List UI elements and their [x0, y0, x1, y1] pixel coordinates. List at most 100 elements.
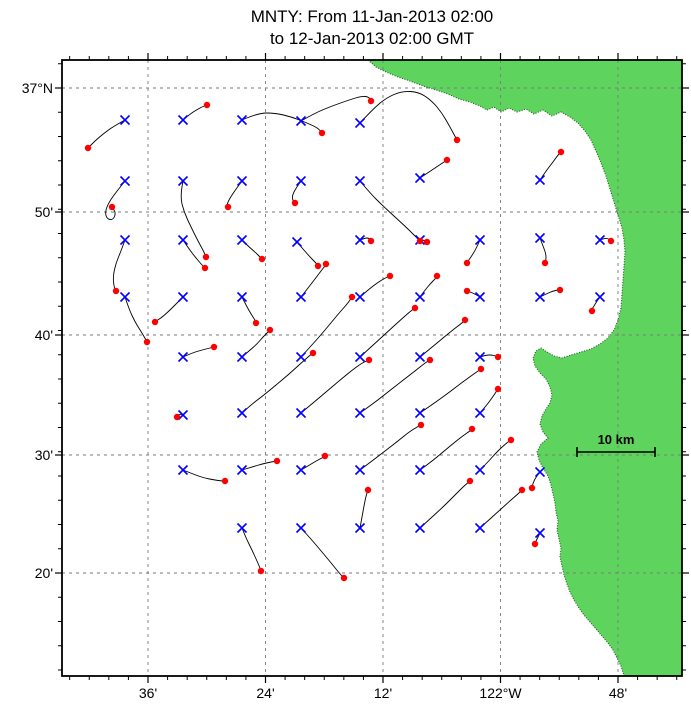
- start-marker-x: [414, 407, 426, 419]
- trajectory-path: [112, 239, 126, 292]
- end-marker-dot: [461, 316, 469, 324]
- end-marker-dot: [84, 144, 92, 152]
- start-marker-x: [177, 291, 189, 303]
- end-marker-dot: [318, 129, 326, 137]
- trajectory-path: [241, 527, 262, 572]
- trajectory-path: [359, 489, 369, 529]
- start-marker-x: [119, 234, 131, 246]
- start-marker-x: [474, 464, 486, 476]
- trajectory-path: [359, 275, 391, 298]
- end-marker-dot: [210, 343, 218, 351]
- start-marker-x: [534, 527, 546, 539]
- end-marker-dot: [143, 338, 151, 346]
- end-marker-dot: [202, 253, 210, 261]
- start-marker-x: [354, 175, 366, 187]
- trajectory-path: [359, 307, 416, 358]
- x-tick-label: 122°W: [479, 685, 522, 701]
- end-marker-dot: [453, 136, 461, 144]
- end-marker-dot: [531, 540, 539, 548]
- end-marker-dot: [314, 262, 322, 270]
- start-marker-x: [236, 175, 248, 187]
- start-marker-x: [295, 522, 307, 534]
- start-marker-x: [534, 232, 546, 244]
- end-marker-dot: [257, 567, 265, 575]
- y-tick-label: 37°N: [22, 80, 53, 96]
- end-marker-dot: [541, 259, 549, 267]
- plot-title-line1: MNTY: From 11-Jan-2013 02:00: [250, 7, 494, 26]
- y-tick-label: 40': [35, 327, 53, 343]
- start-marker-x: [236, 407, 248, 419]
- start-marker-x: [295, 115, 307, 127]
- start-marker-x: [295, 175, 307, 187]
- trajectory-path: [300, 359, 370, 414]
- start-marker-x: [236, 291, 248, 303]
- land-layer: [366, 59, 683, 677]
- x-tick-label: 36': [139, 685, 157, 701]
- trajectory-path: [419, 159, 448, 179]
- start-marker-x: [534, 466, 546, 478]
- end-marker-dot: [322, 260, 330, 268]
- end-marker-dot: [463, 259, 471, 267]
- start-marker-x: [177, 175, 189, 187]
- trajectory-path: [180, 180, 207, 258]
- scalebar-layer: 10 km: [576, 432, 656, 457]
- trajectory-path: [419, 368, 482, 414]
- trajectory-path: [300, 263, 327, 298]
- end-marker-dot: [433, 272, 441, 280]
- trajectory-path: [241, 296, 257, 324]
- trajectory-path: [419, 428, 473, 471]
- land-polygon: [366, 59, 683, 677]
- start-marker-x: [119, 291, 131, 303]
- start-marker-x: [354, 234, 366, 246]
- start-marker-x: [177, 234, 189, 246]
- end-marker-dot: [426, 356, 434, 364]
- trajectory-path: [300, 296, 353, 358]
- gridline-layer: [62, 60, 682, 676]
- y-tick-label: 30': [35, 447, 53, 463]
- end-marker-dot: [321, 452, 329, 460]
- start-marker-x: [354, 351, 366, 363]
- start-marker-x: [236, 234, 248, 246]
- end-marker-dot: [273, 457, 281, 465]
- tick-layer: [55, 53, 689, 683]
- start-marker-x: [354, 407, 366, 419]
- start-marker-x: [295, 291, 307, 303]
- end-marker-dot: [477, 365, 485, 373]
- start-marker-x: [177, 351, 189, 363]
- start-marker-x: [236, 351, 248, 363]
- x-tick-label: 12': [374, 685, 392, 701]
- start-marker-x: [119, 175, 131, 187]
- start-marker-x: [474, 234, 486, 246]
- start-marker-x: [594, 234, 606, 246]
- start-marker-x: [236, 464, 248, 476]
- trajectory-path: [241, 112, 323, 134]
- start-marker-x: [295, 407, 307, 419]
- start-marker-x: [474, 351, 486, 363]
- trajectory-path: [105, 180, 126, 221]
- end-marker-dot: [364, 486, 372, 494]
- scalebar-label: 10 km: [598, 432, 635, 447]
- start-marker-x: [414, 522, 426, 534]
- end-marker-dot: [556, 286, 564, 294]
- end-marker-dot: [201, 264, 209, 272]
- end-marker-dot: [557, 148, 565, 156]
- x-tick-label: 48': [609, 685, 627, 701]
- end-marker-dot: [291, 199, 299, 207]
- start-marker-x: [119, 114, 131, 126]
- trajectory-path: [124, 296, 148, 343]
- trajectory-path: [182, 346, 215, 358]
- end-marker-dot: [367, 97, 375, 105]
- start-marker-x: [534, 291, 546, 303]
- end-marker-dot: [416, 237, 424, 245]
- trajectory-path: [87, 119, 126, 149]
- end-marker-dot: [365, 356, 373, 364]
- start-marker-x: [236, 114, 248, 126]
- start-marker-x: [474, 407, 486, 419]
- trajectory-path: [300, 455, 326, 471]
- end-marker-dot: [518, 486, 526, 494]
- trajectory-path: [419, 319, 466, 358]
- end-marker-dot: [466, 477, 474, 485]
- start-marker-x: [236, 522, 248, 534]
- end-marker-dot: [266, 326, 274, 334]
